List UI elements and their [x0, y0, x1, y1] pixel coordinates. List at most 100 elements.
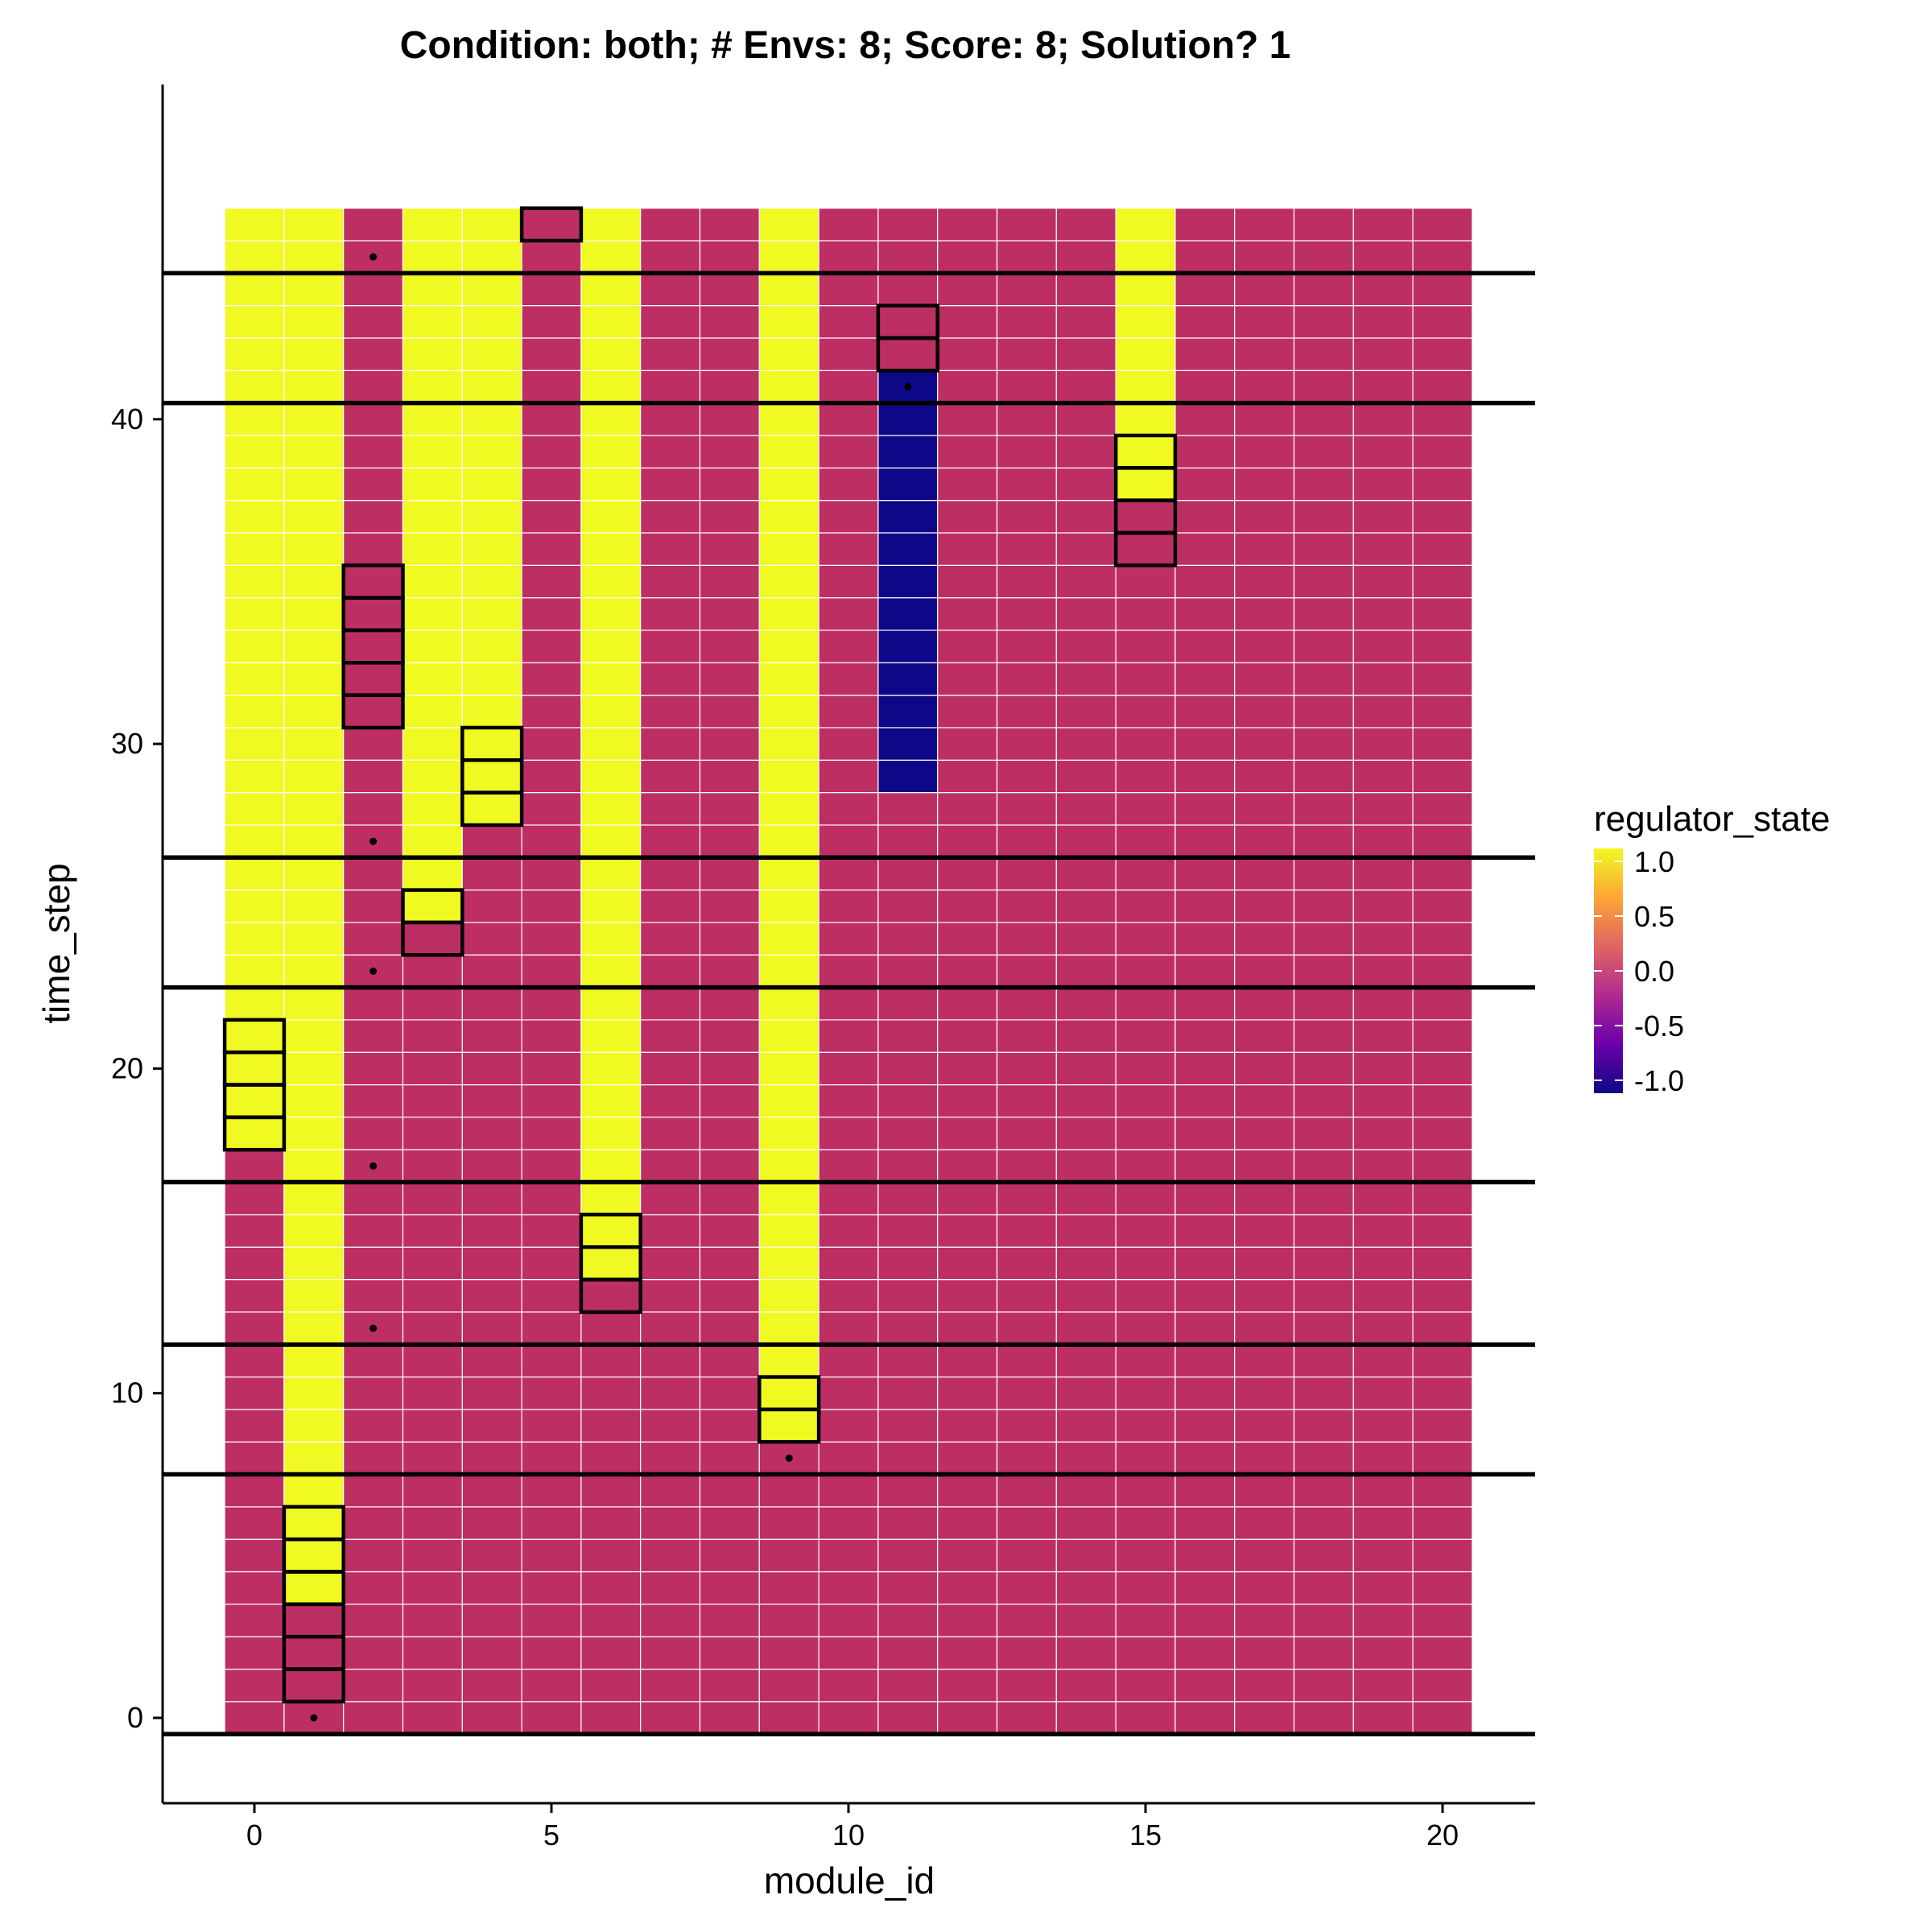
heatmap-cell [877, 1149, 939, 1183]
heatmap-cell [1352, 1117, 1414, 1150]
heatmap-cell [877, 532, 939, 566]
heatmap-cell [1293, 208, 1354, 242]
heatmap-cell [283, 1214, 345, 1248]
heatmap-cell [521, 1311, 582, 1345]
heatmap-cell [1055, 1668, 1117, 1703]
heatmap-cell [402, 1214, 463, 1248]
heatmap-cell [699, 240, 760, 274]
heatmap-cell [1352, 467, 1414, 502]
heatmap-cell [640, 922, 701, 956]
heatmap-cell [1115, 1117, 1176, 1150]
heatmap-cell [580, 986, 642, 1021]
heatmap-cell [1115, 1181, 1176, 1216]
heatmap-cell [1174, 208, 1236, 242]
heatmap-cell [1055, 1278, 1117, 1313]
heatmap-cell [1412, 954, 1473, 989]
heatmap-cell [343, 597, 404, 631]
heatmap-cell [402, 1181, 463, 1216]
heatmap-cell [1352, 791, 1414, 826]
heatmap-cell [640, 954, 701, 989]
heatmap-cell [699, 857, 760, 891]
highlight-cell [876, 303, 939, 341]
heatmap-cell [996, 727, 1057, 761]
heatmap-cell [283, 695, 345, 729]
heatmap-cell [640, 857, 701, 891]
heatmap-cell [1055, 1149, 1117, 1183]
heatmap-cell [640, 1441, 701, 1476]
heatmap-cell [996, 889, 1057, 923]
heatmap-cell [1115, 1701, 1176, 1735]
heatmap-cell [1293, 1344, 1354, 1378]
heatmap-cell [640, 337, 701, 371]
heatmap-cell [877, 1376, 939, 1410]
heatmap-cell [937, 662, 998, 696]
heatmap-cell [877, 1506, 939, 1540]
heatmap-cell [521, 272, 582, 307]
heatmap-cell [1174, 1701, 1236, 1735]
heatmap-cell [1352, 1214, 1414, 1248]
heatmap-cell [1412, 1084, 1473, 1118]
heatmap-cell [937, 272, 998, 307]
heatmap-cell [877, 564, 939, 599]
heatmap-cell [640, 695, 701, 729]
heatmap-cell [1352, 435, 1414, 469]
heatmap-cell [402, 369, 463, 404]
legend-title: regulator_state [1594, 799, 1831, 839]
heatmap-cell [1115, 305, 1176, 339]
heatmap-cell [521, 1636, 582, 1670]
heatmap-cell [224, 662, 285, 696]
heatmap-cell [343, 759, 404, 794]
heatmap-cell [1055, 857, 1117, 891]
heatmap-cell [1352, 1636, 1414, 1670]
heatmap-cell [580, 1636, 642, 1670]
heatmap-cell [1293, 1149, 1354, 1183]
heatmap-cell [1055, 532, 1117, 566]
heatmap-cell [580, 759, 642, 794]
heatmap-cell [580, 337, 642, 371]
heatmap-cell [1055, 272, 1117, 307]
heatmap-cell [640, 1051, 701, 1086]
heatmap-cell [1412, 597, 1473, 631]
heatmap-cell [758, 1149, 819, 1183]
heatmap-cell [343, 1636, 404, 1670]
heatmap-cell [996, 1019, 1057, 1053]
heatmap-cell [640, 1214, 701, 1248]
highlight-cell [758, 1375, 821, 1412]
heatmap-cell [1234, 532, 1295, 566]
heatmap-cell [1293, 272, 1354, 307]
heatmap-cell [1412, 1019, 1473, 1053]
heatmap-cell [1174, 240, 1236, 274]
heatmap-cell [640, 1506, 701, 1540]
heatmap-cell [224, 1604, 285, 1637]
heatmap-cell [580, 630, 642, 663]
heatmap-cell [996, 1409, 1057, 1443]
heatmap-cell [758, 1636, 819, 1670]
heatmap-cell [343, 662, 404, 696]
heatmap-cell [877, 824, 939, 858]
heatmap-cell [877, 1278, 939, 1313]
heatmap-cell [996, 857, 1057, 891]
heatmap-cell [461, 240, 522, 274]
heatmap-cell [877, 369, 939, 404]
heatmap-cell [1293, 857, 1354, 891]
heatmap-cell [461, 500, 522, 534]
heatmap-cell [996, 337, 1057, 371]
heatmap-cell [1174, 986, 1236, 1021]
heatmap-cell [283, 240, 345, 274]
heatmap-cell [1174, 1441, 1236, 1476]
heatmap-cell [1293, 1084, 1354, 1118]
heatmap-cell [224, 695, 285, 729]
heatmap-cell [1174, 922, 1236, 956]
heatmap-cell [1412, 402, 1473, 436]
heatmap-cell [521, 305, 582, 339]
heatmap-cell [402, 1441, 463, 1476]
heatmap-cell [343, 1246, 404, 1281]
heatmap-cell [461, 1668, 522, 1703]
heatmap-cell [1234, 1376, 1295, 1410]
heatmap-cell [877, 1701, 939, 1735]
heatmap-cell [937, 1246, 998, 1281]
heatmap-cell [818, 564, 879, 599]
heatmap-cell [461, 1246, 522, 1281]
heatmap-cell [461, 369, 522, 404]
